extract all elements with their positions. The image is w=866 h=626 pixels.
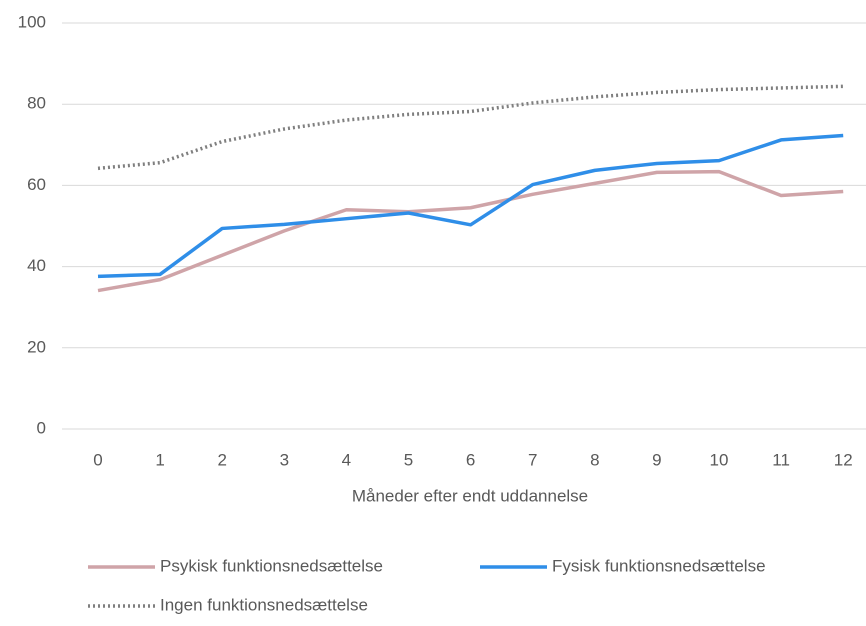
x-tick-label: 1 [155, 450, 164, 469]
y-tick-label: 40 [27, 256, 46, 275]
x-tick-label: 3 [280, 450, 289, 469]
y-tick-label: 80 [27, 94, 46, 113]
legend-label: Fysisk funktionsnedsættelse [552, 556, 766, 575]
y-tick-label: 20 [27, 337, 46, 356]
series-line [97, 133, 844, 279]
x-tick-label: 4 [342, 450, 351, 469]
x-tick-label: 6 [466, 450, 475, 469]
x-tick-label: 10 [710, 450, 729, 469]
series-line [97, 169, 844, 293]
x-axis-label: Måneder efter endt uddannelse [352, 486, 588, 505]
x-tick-label: 12 [834, 450, 853, 469]
x-tick-label: 0 [93, 450, 102, 469]
x-tick-label: 7 [528, 450, 537, 469]
x-tick-label: 9 [652, 450, 661, 469]
y-tick-label: 60 [27, 175, 46, 194]
legend-label: Psykisk funktionsnedsættelse [160, 556, 383, 575]
x-tick-label: 11 [772, 450, 790, 469]
x-tick-label: 5 [404, 450, 413, 469]
x-tick-label: 8 [590, 450, 599, 469]
y-tick-label: 0 [37, 418, 46, 437]
legend-label: Ingen funktionsnedsættelse [160, 595, 368, 614]
x-tick-label: 2 [217, 450, 226, 469]
y-tick-label: 100 [18, 12, 46, 31]
